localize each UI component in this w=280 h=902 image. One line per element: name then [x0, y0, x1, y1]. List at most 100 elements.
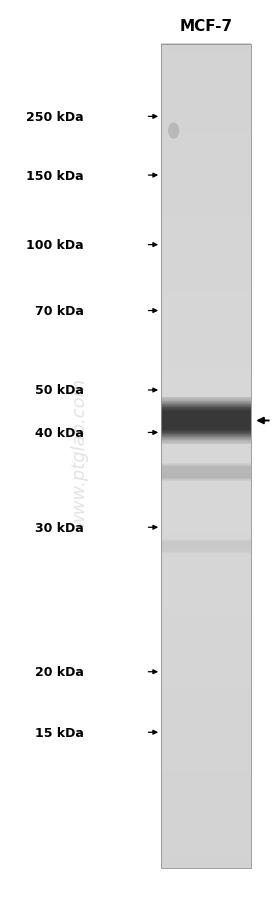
Bar	[161, 421, 251, 422]
Bar	[161, 420, 251, 422]
Bar	[161, 400, 251, 401]
Bar	[161, 497, 251, 504]
Bar	[161, 433, 251, 434]
Bar	[161, 120, 251, 127]
Bar	[161, 154, 251, 161]
Text: 150 kDa: 150 kDa	[26, 170, 84, 182]
Text: www.ptglab.com: www.ptglab.com	[69, 376, 87, 526]
Bar	[161, 825, 251, 833]
Ellipse shape	[168, 124, 179, 140]
Bar	[161, 778, 251, 786]
Bar	[161, 403, 251, 404]
Bar	[161, 675, 251, 683]
Bar	[161, 426, 251, 428]
Bar	[161, 798, 251, 806]
Bar	[161, 613, 251, 621]
Bar	[161, 229, 251, 237]
Bar	[161, 311, 251, 319]
Bar	[161, 298, 251, 306]
Bar	[161, 437, 251, 438]
Bar	[161, 682, 251, 689]
Bar	[161, 463, 251, 470]
Bar	[161, 99, 251, 106]
Bar	[161, 51, 251, 59]
Bar	[161, 45, 251, 868]
Bar	[161, 126, 251, 134]
Bar	[161, 250, 251, 258]
Bar	[161, 437, 251, 438]
Bar	[161, 419, 251, 420]
Bar	[161, 430, 251, 432]
Bar	[161, 423, 251, 424]
Bar	[161, 271, 251, 278]
Bar	[161, 606, 251, 614]
Bar	[161, 399, 251, 400]
Bar	[161, 812, 251, 820]
Bar	[161, 243, 251, 251]
Bar	[161, 438, 251, 439]
Bar	[161, 140, 251, 148]
Bar	[161, 409, 251, 410]
Bar	[161, 703, 251, 710]
Bar	[161, 764, 251, 772]
Bar	[161, 490, 251, 498]
Bar	[161, 440, 251, 442]
Bar	[161, 86, 251, 93]
Bar	[161, 428, 251, 436]
Bar	[161, 402, 251, 403]
Bar	[161, 345, 251, 354]
Bar	[161, 284, 251, 292]
Bar	[161, 92, 251, 100]
Bar	[161, 785, 251, 792]
Bar	[161, 730, 251, 738]
Bar	[161, 147, 251, 155]
Bar	[161, 216, 251, 224]
Bar	[161, 427, 251, 428]
Bar	[161, 398, 251, 399]
Bar	[161, 410, 251, 412]
Bar	[161, 538, 251, 546]
Bar	[161, 435, 251, 436]
Bar	[161, 476, 251, 483]
Bar	[161, 417, 251, 418]
Text: 100 kDa: 100 kDa	[26, 239, 84, 252]
Bar	[161, 44, 251, 52]
Bar	[161, 425, 251, 427]
Bar	[161, 585, 251, 594]
Text: 70 kDa: 70 kDa	[35, 305, 84, 318]
Bar	[161, 208, 251, 216]
Bar	[161, 840, 251, 847]
Bar	[161, 853, 251, 861]
Bar	[161, 408, 251, 409]
Bar	[161, 405, 251, 407]
Bar	[161, 411, 251, 412]
Bar	[161, 432, 251, 433]
Bar	[161, 723, 251, 731]
Bar	[161, 318, 251, 327]
Bar	[161, 503, 251, 511]
Bar	[161, 600, 251, 607]
Bar	[161, 558, 251, 566]
Bar	[161, 517, 251, 525]
Bar	[161, 448, 251, 456]
Bar	[161, 819, 251, 826]
Bar	[161, 627, 251, 635]
Bar	[161, 257, 251, 264]
Bar	[161, 394, 251, 401]
Bar	[161, 71, 251, 79]
Bar	[161, 404, 251, 406]
Bar	[161, 400, 251, 402]
Bar	[161, 380, 251, 388]
Bar	[161, 413, 251, 414]
Bar	[161, 750, 251, 758]
Bar	[161, 435, 251, 443]
Bar	[161, 168, 251, 175]
Bar	[161, 133, 251, 141]
Text: 15 kDa: 15 kDa	[35, 726, 84, 739]
Bar	[161, 408, 251, 415]
Bar	[161, 860, 251, 868]
Bar	[161, 366, 251, 374]
Bar	[161, 419, 251, 421]
Bar	[161, 223, 251, 230]
Bar	[161, 360, 251, 367]
